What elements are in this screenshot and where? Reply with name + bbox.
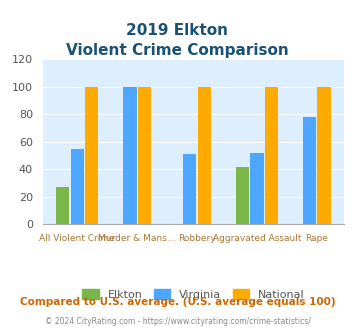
Bar [85,87,98,224]
Text: Compared to U.S. average. (U.S. average equals 100): Compared to U.S. average. (U.S. average … [20,297,335,307]
Legend: Elkton, Virginia, National: Elkton, Virginia, National [78,285,309,305]
Bar [71,149,84,224]
Text: Violent Crime Comparison: Violent Crime Comparison [66,43,289,58]
Text: © 2024 CityRating.com - https://www.cityrating.com/crime-statistics/: © 2024 CityRating.com - https://www.city… [45,317,310,326]
Bar [250,153,263,224]
Bar [56,187,70,224]
Text: 2019 Elkton: 2019 Elkton [126,23,229,38]
Bar [317,87,331,224]
Bar [265,87,278,224]
Bar [236,167,249,224]
Bar [198,87,211,224]
Bar [303,117,316,224]
Bar [138,87,151,224]
Bar [183,154,196,224]
Bar [124,87,137,224]
